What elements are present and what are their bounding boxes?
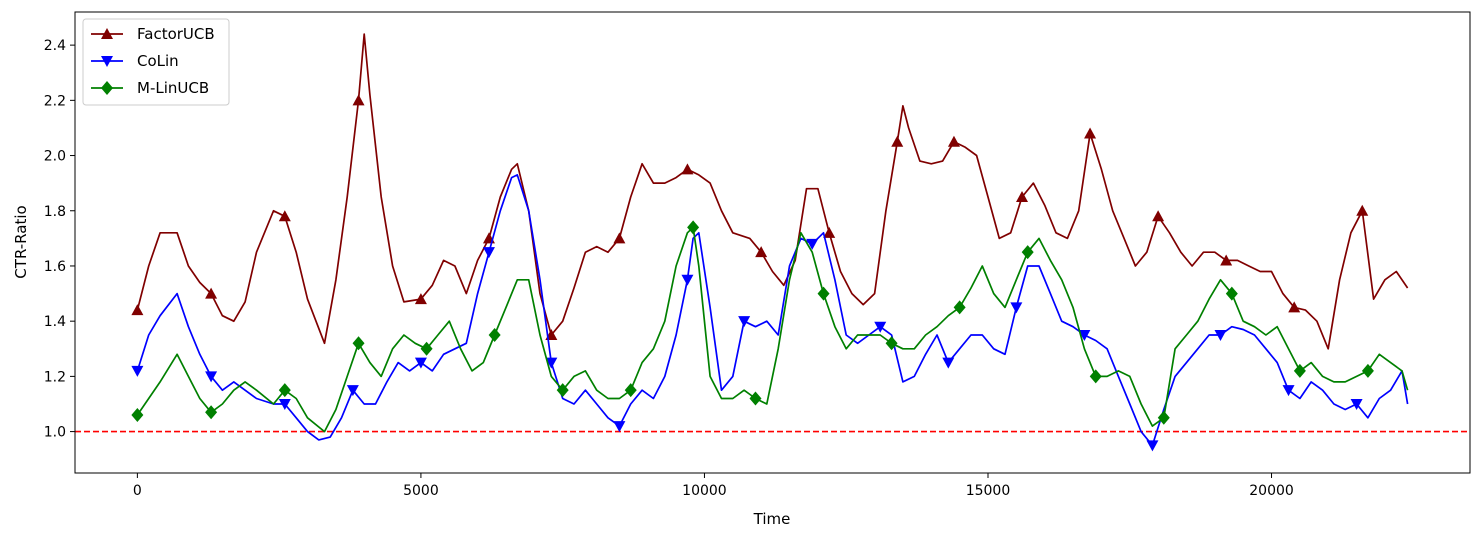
data-point-marker xyxy=(687,220,700,235)
legend-label: M-LinUCB xyxy=(137,79,209,97)
data-point-marker xyxy=(885,336,898,351)
y-tick-label: 1.8 xyxy=(44,204,66,220)
data-point-marker xyxy=(1282,385,1295,397)
legend-label: FactorUCB xyxy=(137,25,215,43)
data-point-marker xyxy=(1361,363,1374,378)
data-point-marker xyxy=(738,316,751,328)
x-axis-label: Time xyxy=(753,510,791,528)
data-point-marker xyxy=(1152,210,1165,222)
data-point-marker xyxy=(624,383,637,398)
series-line xyxy=(136,174,1409,447)
data-point-marker xyxy=(556,383,569,398)
data-point-marker xyxy=(681,163,694,175)
data-point-marker xyxy=(1350,398,1363,410)
y-axis-label: CTR-Ratio xyxy=(12,205,30,278)
data-point-marker xyxy=(1084,127,1097,139)
data-point-marker xyxy=(1010,302,1023,314)
x-tick-label: 15000 xyxy=(966,483,1011,499)
y-tick-label: 1.0 xyxy=(44,425,66,441)
data-point-marker xyxy=(1146,440,1159,452)
x-tick-label: 0 xyxy=(133,483,142,499)
data-point-marker xyxy=(874,321,887,333)
data-point-marker xyxy=(749,391,762,406)
data-point-marker xyxy=(1078,329,1091,341)
legend-marker xyxy=(101,56,113,67)
data-point-marker xyxy=(278,398,291,410)
series-layer xyxy=(131,33,1409,452)
data-point-marker xyxy=(1225,286,1238,301)
data-point-marker xyxy=(953,300,966,315)
series-line xyxy=(136,33,1409,350)
y-tick-label: 1.2 xyxy=(44,369,66,385)
plot-frame xyxy=(74,11,1471,474)
data-point-marker xyxy=(806,238,819,250)
data-point-marker xyxy=(1089,369,1102,384)
data-point-marker xyxy=(278,383,291,398)
data-point-marker xyxy=(131,365,144,377)
data-point-marker xyxy=(942,357,955,369)
data-point-marker xyxy=(1288,301,1301,313)
data-point-marker xyxy=(613,421,626,433)
data-point-marker xyxy=(278,210,291,222)
series-m-linucb xyxy=(131,220,1409,433)
data-point-marker xyxy=(1214,329,1227,341)
legend-label: CoLin xyxy=(137,52,179,70)
data-point-marker xyxy=(205,371,218,383)
data-point-marker xyxy=(1157,410,1170,425)
data-point-marker xyxy=(891,135,904,147)
data-point-marker xyxy=(205,405,218,420)
x-tick-label: 20000 xyxy=(1249,483,1294,499)
data-point-marker xyxy=(1220,254,1233,266)
y-tick-label: 2.2 xyxy=(44,93,66,109)
data-point-marker xyxy=(352,336,365,351)
data-point-marker xyxy=(1021,245,1034,260)
data-point-marker xyxy=(414,293,427,305)
plot-background xyxy=(75,12,1470,473)
x-axis-ticks: 0 5000 10000 15000 20000 xyxy=(133,473,1294,499)
data-point-marker xyxy=(131,408,144,423)
y-tick-label: 2.0 xyxy=(44,149,66,165)
data-point-marker xyxy=(420,341,433,356)
data-point-marker xyxy=(1016,190,1029,202)
data-point-marker xyxy=(1356,204,1369,216)
legend: FactorUCB CoLin M-LinUCB xyxy=(82,18,230,106)
legend-box xyxy=(82,18,230,106)
y-tick-label: 2.4 xyxy=(44,38,66,54)
data-point-marker xyxy=(346,385,359,397)
data-point-marker xyxy=(1293,363,1306,378)
data-point-marker xyxy=(681,274,694,286)
data-point-marker xyxy=(352,94,365,106)
legend-marker xyxy=(101,81,113,95)
data-point-marker xyxy=(817,286,830,301)
data-point-marker xyxy=(755,246,768,258)
x-tick-label: 10000 xyxy=(682,483,727,499)
data-point-marker xyxy=(613,232,626,244)
data-point-marker xyxy=(482,247,495,259)
y-tick-label: 1.6 xyxy=(44,259,66,275)
data-point-marker xyxy=(823,226,836,238)
data-point-marker xyxy=(414,357,427,369)
x-tick-label: 5000 xyxy=(403,483,439,499)
data-point-marker xyxy=(947,135,960,147)
data-point-marker xyxy=(545,357,558,369)
data-point-marker xyxy=(131,304,144,316)
y-axis-ticks: 1.0 1.2 1.4 1.6 1.8 2.0 2.2 2.4 xyxy=(44,38,75,441)
data-point-marker xyxy=(488,327,501,342)
series-colin xyxy=(131,174,1409,452)
data-point-marker xyxy=(205,287,218,299)
series-line xyxy=(136,226,1409,433)
y-tick-label: 1.4 xyxy=(44,314,66,330)
legend-marker xyxy=(101,28,113,39)
